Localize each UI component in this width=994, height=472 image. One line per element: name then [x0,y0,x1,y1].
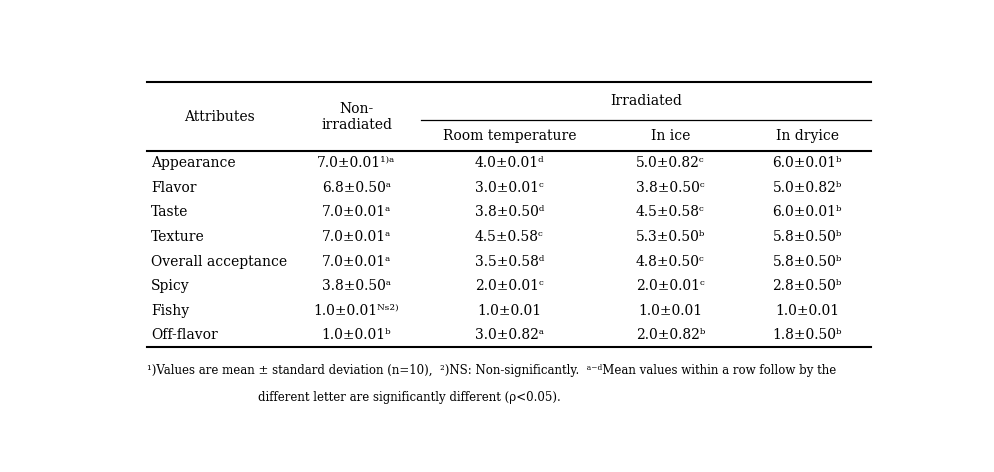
Text: 5.8±0.50ᵇ: 5.8±0.50ᵇ [772,230,842,244]
Text: 1.0±0.01: 1.0±0.01 [638,303,703,318]
Text: 1.8±0.50ᵇ: 1.8±0.50ᵇ [772,328,842,342]
Text: 5.8±0.50ᵇ: 5.8±0.50ᵇ [772,254,842,269]
Text: Room temperature: Room temperature [442,129,577,143]
Text: 7.0±0.01¹⁾ᵃ: 7.0±0.01¹⁾ᵃ [317,156,396,170]
Text: 7.0±0.01ᵃ: 7.0±0.01ᵃ [322,254,392,269]
Text: Spicy: Spicy [151,279,190,293]
Text: Fishy: Fishy [151,303,189,318]
Text: 6.8±0.50ᵃ: 6.8±0.50ᵃ [322,181,391,195]
Text: Flavor: Flavor [151,181,197,195]
Text: 1.0±0.01: 1.0±0.01 [477,303,542,318]
Text: 2.0±0.01ᶜ: 2.0±0.01ᶜ [636,279,705,293]
Text: 5.0±0.82ᵇ: 5.0±0.82ᵇ [772,181,842,195]
Text: 3.8±0.50ᶜ: 3.8±0.50ᶜ [636,181,705,195]
Text: Off-flavor: Off-flavor [151,328,218,342]
Text: 7.0±0.01ᵃ: 7.0±0.01ᵃ [322,230,392,244]
Text: 3.0±0.82ᵃ: 3.0±0.82ᵃ [475,328,544,342]
Text: 6.0±0.01ᵇ: 6.0±0.01ᵇ [772,156,842,170]
Text: 3.0±0.01ᶜ: 3.0±0.01ᶜ [475,181,544,195]
Text: Appearance: Appearance [151,156,236,170]
Text: 7.0±0.01ᵃ: 7.0±0.01ᵃ [322,205,392,219]
Text: 3.8±0.50ᵃ: 3.8±0.50ᵃ [322,279,391,293]
Text: ¹)Values are mean ± standard deviation (n=10),  ²)NS: Non-significantly.  ᵃ⁻ᵈMea: ¹)Values are mean ± standard deviation (… [147,364,837,377]
Text: 1.0±0.01: 1.0±0.01 [775,303,839,318]
Text: 5.3±0.50ᵇ: 5.3±0.50ᵇ [635,230,705,244]
Text: Non-
irradiated: Non- irradiated [321,101,392,132]
Text: 2.8±0.50ᵇ: 2.8±0.50ᵇ [772,279,842,293]
Text: Texture: Texture [151,230,205,244]
Text: 2.0±0.01ᶜ: 2.0±0.01ᶜ [475,279,544,293]
Text: In dryice: In dryice [775,129,839,143]
Text: 5.0±0.82ᶜ: 5.0±0.82ᶜ [636,156,705,170]
Text: Overall acceptance: Overall acceptance [151,254,287,269]
Text: 3.8±0.50ᵈ: 3.8±0.50ᵈ [475,205,544,219]
Text: 3.5±0.58ᵈ: 3.5±0.58ᵈ [475,254,544,269]
Text: 1.0±0.01ᴺˢ²⁾: 1.0±0.01ᴺˢ²⁾ [314,303,400,318]
Text: Taste: Taste [151,205,189,219]
Text: 4.0±0.01ᵈ: 4.0±0.01ᵈ [474,156,545,170]
Text: 6.0±0.01ᵇ: 6.0±0.01ᵇ [772,205,842,219]
Text: 4.8±0.50ᶜ: 4.8±0.50ᶜ [636,254,705,269]
Text: 2.0±0.82ᵇ: 2.0±0.82ᵇ [635,328,705,342]
Text: Irradiated: Irradiated [610,94,682,108]
Text: 1.0±0.01ᵇ: 1.0±0.01ᵇ [322,328,392,342]
Text: 4.5±0.58ᶜ: 4.5±0.58ᶜ [475,230,544,244]
Text: Attributes: Attributes [185,110,255,124]
Text: In ice: In ice [651,129,690,143]
Text: different letter are significantly different (ρ<0.05).: different letter are significantly diffe… [257,391,561,404]
Text: 4.5±0.58ᶜ: 4.5±0.58ᶜ [636,205,705,219]
